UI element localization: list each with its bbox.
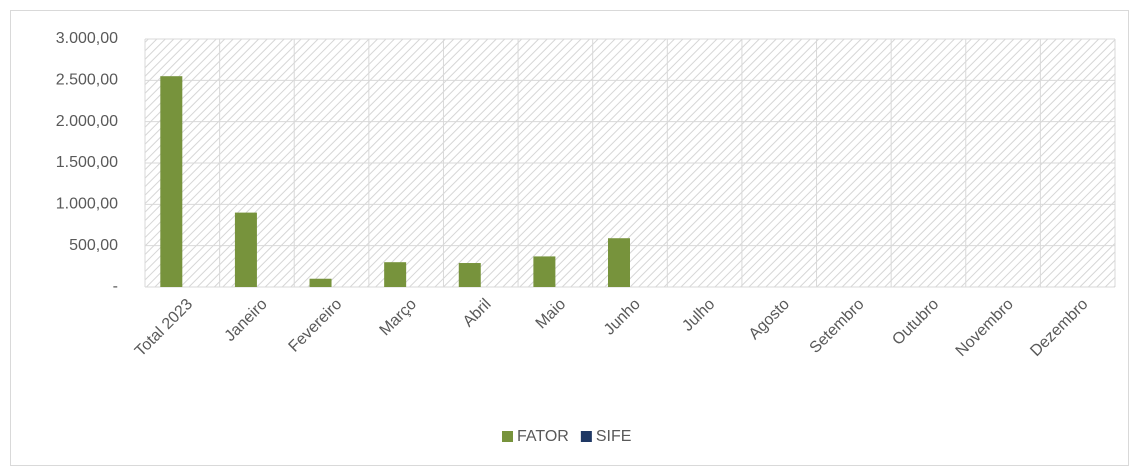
legend-label: SIFE	[596, 428, 632, 445]
y-tick-label: 3.000,00	[56, 30, 118, 47]
y-tick-label: 500,00	[69, 237, 118, 254]
y-tick-label: -	[113, 278, 118, 295]
y-tick-label: 1.500,00	[56, 154, 118, 171]
legend-label: FATOR	[517, 428, 569, 445]
y-tick-label: 2.000,00	[56, 113, 118, 130]
bar	[160, 76, 183, 287]
bar	[309, 278, 332, 287]
bar	[458, 263, 481, 287]
bar	[608, 238, 630, 287]
bar	[384, 262, 407, 287]
legend-swatch	[580, 431, 592, 442]
bar	[234, 212, 257, 287]
bar	[533, 256, 556, 287]
y-tick-label: 1.000,00	[56, 196, 118, 213]
legend-swatch	[502, 431, 513, 442]
y-tick-label: 2.500,00	[56, 72, 118, 89]
